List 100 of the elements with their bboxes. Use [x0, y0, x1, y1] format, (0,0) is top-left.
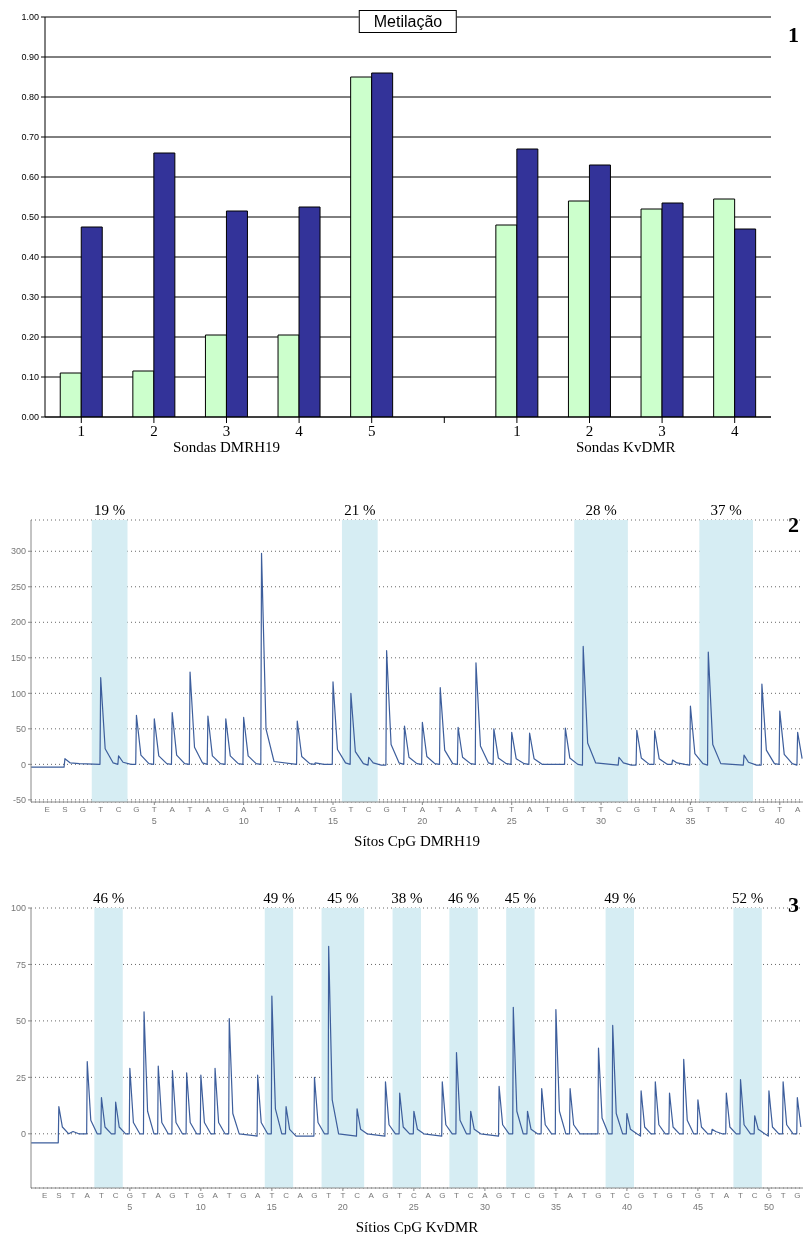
text: C: [115, 805, 122, 815]
y-tick-label: 0.70: [21, 132, 39, 143]
y-tick-label: -50: [12, 795, 26, 806]
x-tick-label: 15: [266, 1202, 277, 1213]
x-tick-label: 5: [151, 816, 157, 827]
text: G: [758, 805, 766, 815]
text: G: [495, 1191, 503, 1201]
text: G: [637, 1191, 645, 1201]
text: C: [283, 1191, 289, 1201]
band-label: 19 %: [94, 502, 126, 518]
text: T: [652, 805, 658, 815]
text: T: [184, 1191, 190, 1201]
text: E: [41, 1191, 48, 1201]
text: S: [62, 805, 68, 815]
y-tick-label: 100: [10, 688, 26, 699]
text: T: [326, 1191, 332, 1201]
band-label: 52 %: [731, 890, 764, 906]
x-tick-label: 3: [222, 422, 231, 439]
text: T: [312, 805, 318, 815]
text: T: [187, 805, 193, 815]
text: C: [741, 805, 747, 815]
text: A: [455, 805, 461, 815]
text: G: [595, 1191, 602, 1201]
text: T: [780, 1191, 786, 1201]
text: C: [112, 1191, 119, 1201]
text: C: [616, 805, 622, 815]
x-tick-label: 15: [328, 816, 339, 827]
y-tick-label: 1.00: [21, 12, 39, 23]
x-tick-label: 10: [195, 1202, 206, 1213]
text: A: [254, 1191, 261, 1201]
text: G: [694, 1191, 702, 1201]
y-tick-label: 50: [15, 724, 26, 735]
band-label: 28 %: [585, 502, 617, 518]
text: G: [240, 1191, 247, 1201]
y-tick-label: 75: [15, 959, 26, 970]
text: A: [155, 1191, 161, 1201]
x-tick-label: 1: [77, 422, 86, 439]
x-tick-label: 10: [238, 816, 249, 827]
text: C: [410, 1191, 417, 1201]
line-series: [31, 552, 803, 768]
y-tick-label: 0.40: [21, 252, 39, 263]
text: T: [397, 1191, 403, 1201]
text: G: [794, 1191, 801, 1201]
y-tick-label: 150: [10, 653, 26, 663]
text: T: [98, 805, 104, 815]
y-tick-label: 0.90: [21, 52, 39, 63]
text: T: [98, 1191, 104, 1201]
text: A: [297, 1191, 303, 1201]
band-label: 46 %: [447, 890, 480, 906]
text: A: [669, 805, 676, 815]
y-tick-label: 0.10: [21, 372, 39, 383]
text: A: [794, 805, 801, 815]
text: G: [382, 1191, 389, 1201]
text: A: [169, 805, 175, 815]
text: A: [368, 1191, 374, 1201]
text: T: [151, 805, 157, 815]
y-tick-label: 0.00: [21, 412, 39, 423]
text: A: [294, 805, 300, 815]
text: G: [126, 1191, 133, 1201]
text: T: [141, 1191, 147, 1201]
text: T: [709, 1191, 715, 1201]
text: T: [652, 1191, 658, 1201]
text: C: [467, 1191, 474, 1201]
text: T: [437, 805, 443, 815]
x-tick-label: 5: [367, 422, 376, 439]
text: A: [526, 805, 533, 815]
text: E: [44, 805, 50, 815]
text: T: [777, 805, 783, 815]
text: T: [509, 805, 515, 815]
text: 1: [788, 22, 799, 48]
y-tick-label: 0.50: [21, 212, 39, 223]
text: G: [169, 1191, 176, 1201]
x-tick-label: 40: [621, 1202, 632, 1213]
band-label: 49 %: [263, 890, 295, 906]
text: A: [240, 805, 247, 815]
y-tick-label: 0.30: [21, 292, 39, 303]
text: T: [580, 805, 586, 815]
text: G: [79, 805, 86, 815]
x-tick-label: 2: [585, 422, 594, 439]
band-label: 38 %: [391, 890, 423, 906]
text: G: [383, 805, 390, 815]
text: T: [454, 1191, 459, 1201]
text: A: [419, 805, 426, 815]
y-tick-label: 100: [10, 903, 26, 914]
text: T: [681, 1191, 687, 1201]
text: G: [197, 1191, 204, 1201]
text: G: [666, 1191, 673, 1201]
text: T: [269, 1191, 275, 1201]
y-tick-label: 50: [15, 1016, 26, 1027]
text: T: [510, 1191, 516, 1201]
x-tick-label: 1: [513, 422, 521, 439]
x-tick-label: 20: [337, 1202, 348, 1213]
text: A: [84, 1191, 90, 1201]
band-label: 49 %: [604, 890, 636, 906]
text: T: [598, 805, 604, 815]
text: A: [567, 1191, 573, 1201]
x-tick-label: 45: [692, 1202, 703, 1213]
x-tick-label: 25: [408, 1202, 419, 1213]
text: T: [226, 1191, 232, 1201]
text: T: [276, 805, 282, 815]
